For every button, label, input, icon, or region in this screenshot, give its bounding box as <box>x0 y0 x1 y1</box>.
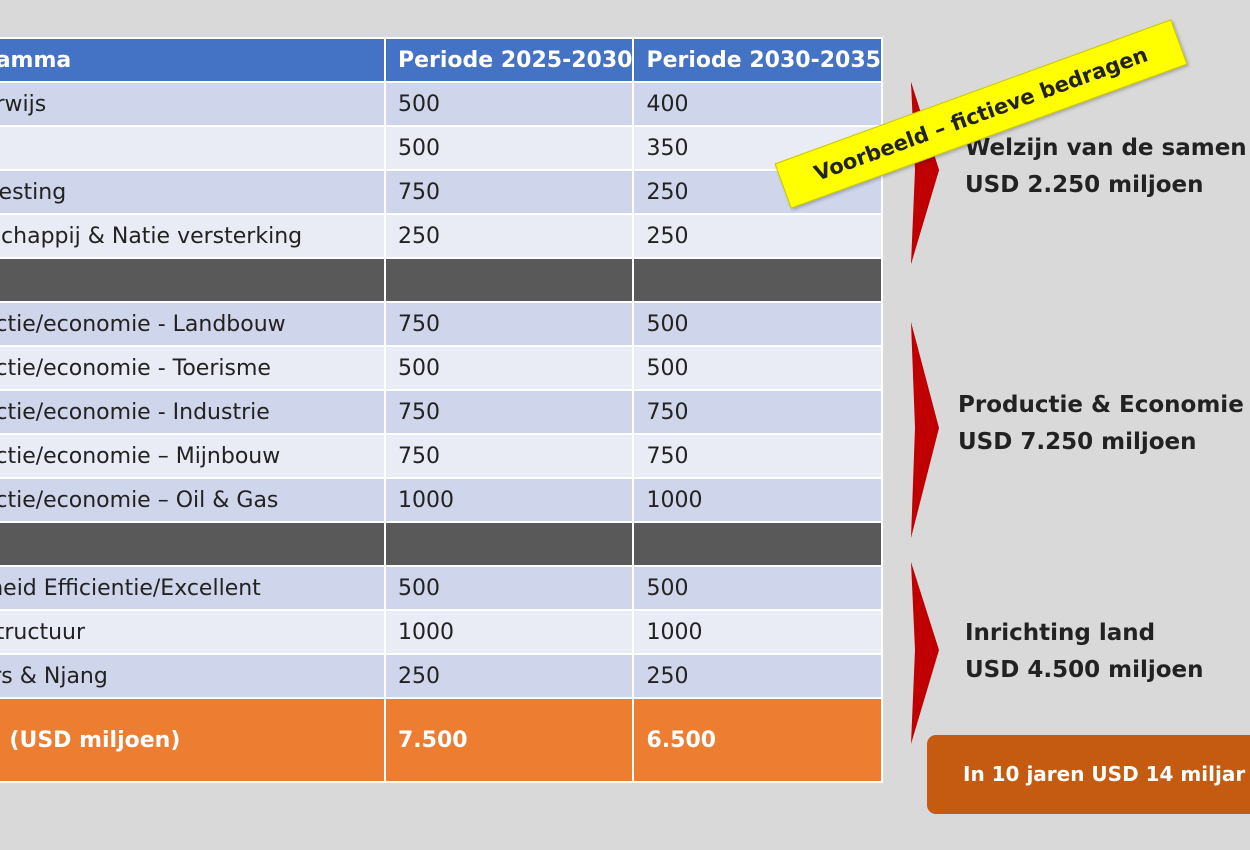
group-title: Welzijn van de samen <box>965 135 1247 161</box>
period2-cell: 500 <box>632 345 883 391</box>
bracket-arrow-icon <box>911 562 939 744</box>
period2-cell: 500 <box>632 301 883 347</box>
period1-cell: 250 <box>383 213 635 259</box>
separator-cell <box>383 257 635 303</box>
table-row: oductie/economie - Landbouw 750 500 <box>0 301 883 347</box>
header-row: ogramma Periode 2025-2030 Periode 2030-2… <box>0 37 883 83</box>
period2-cell: 1000 <box>632 477 883 523</box>
table-row: kkers & Njang 250 250 <box>0 653 883 699</box>
period1-cell: 750 <box>383 389 635 435</box>
table-row: nderwijs 500 400 <box>0 81 883 127</box>
program-cell: oductie/economie - Industrie <box>0 389 386 435</box>
table-row: frastructuur 1000 1000 <box>0 609 883 655</box>
period2-cell: 250 <box>632 213 883 259</box>
program-cell: frastructuur <box>0 609 386 655</box>
separator-cell <box>0 521 386 567</box>
group-title: Productie & Economie <box>958 392 1244 418</box>
separator-row <box>0 257 883 303</box>
table-row: aatschappij & Natie versterking 250 250 <box>0 213 883 259</box>
program-cell: aatschappij & Natie versterking <box>0 213 386 259</box>
separator-cell <box>632 257 883 303</box>
program-cell: oductie/economie – Oil & Gas <box>0 477 386 523</box>
header-period-2025-2030: Periode 2025-2030 <box>383 37 635 83</box>
program-cell: nderwijs <box>0 81 386 127</box>
group-amount: USD 2.250 miljoen <box>965 172 1204 198</box>
table-row: verheid Efficientie/Excellent 500 500 <box>0 565 883 611</box>
group-label-welzijn: Welzijn van de samen USD 2.250 miljoen <box>965 130 1247 204</box>
header-program: ogramma <box>0 37 386 83</box>
group-amount: USD 7.250 miljoen <box>958 429 1197 455</box>
period1-cell: 250 <box>383 653 635 699</box>
program-cell: oductie/economie - Landbouw <box>0 301 386 347</box>
period1-cell: 750 <box>383 301 635 347</box>
table-row: oductie/economie – Oil & Gas 1000 1000 <box>0 477 883 523</box>
period2-cell: 400 <box>632 81 883 127</box>
group-amount: USD 4.500 miljoen <box>965 657 1204 683</box>
period1-cell: 1000 <box>383 477 635 523</box>
program-cell: uisvesting <box>0 169 386 215</box>
table-row: uisvesting 750 250 <box>0 169 883 215</box>
bracket-arrow-icon <box>911 322 939 538</box>
table-row: oductie/economie - Industrie 750 750 <box>0 389 883 435</box>
program-cell: org <box>0 125 386 171</box>
period2-cell: 750 <box>632 389 883 435</box>
period2-cell: 500 <box>632 565 883 611</box>
period1-cell: 500 <box>383 565 635 611</box>
separator-row <box>0 521 883 567</box>
program-cell: oductie/economie – Mijnbouw <box>0 433 386 479</box>
separator-cell <box>383 521 635 567</box>
total-summary-box: In 10 jaren USD 14 miljar <box>927 735 1250 814</box>
period1-cell: 500 <box>383 345 635 391</box>
period2-cell: 750 <box>632 433 883 479</box>
period1-cell: 750 <box>383 169 635 215</box>
period1-cell: 500 <box>383 125 635 171</box>
period1-cell: 1000 <box>383 609 635 655</box>
total-period1: 7.500 <box>383 697 635 783</box>
period2-cell: 1000 <box>632 609 883 655</box>
total-label: taal (USD miljoen) <box>0 697 386 783</box>
program-cell: oductie/economie - Toerisme <box>0 345 386 391</box>
total-period2: 6.500 <box>632 697 883 783</box>
separator-cell <box>632 521 883 567</box>
period1-cell: 500 <box>383 81 635 127</box>
program-cell: verheid Efficientie/Excellent <box>0 565 386 611</box>
table-row: oductie/economie – Mijnbouw 750 750 <box>0 433 883 479</box>
table-row: oductie/economie - Toerisme 500 500 <box>0 345 883 391</box>
separator-cell <box>0 257 386 303</box>
group-label-inrichting: Inrichting land USD 4.500 miljoen <box>965 615 1204 689</box>
period2-cell: 250 <box>632 653 883 699</box>
table-row: org 500 350 <box>0 125 883 171</box>
budget-table: ogramma Periode 2025-2030 Periode 2030-2… <box>0 37 883 783</box>
period1-cell: 750 <box>383 433 635 479</box>
group-title: Inrichting land <box>965 620 1156 646</box>
total-row: taal (USD miljoen) 7.500 6.500 <box>0 697 883 783</box>
program-cell: kkers & Njang <box>0 653 386 699</box>
header-period-2030-2035: Periode 2030-2035 <box>632 37 883 83</box>
group-label-productie: Productie & Economie USD 7.250 miljoen <box>958 387 1244 461</box>
